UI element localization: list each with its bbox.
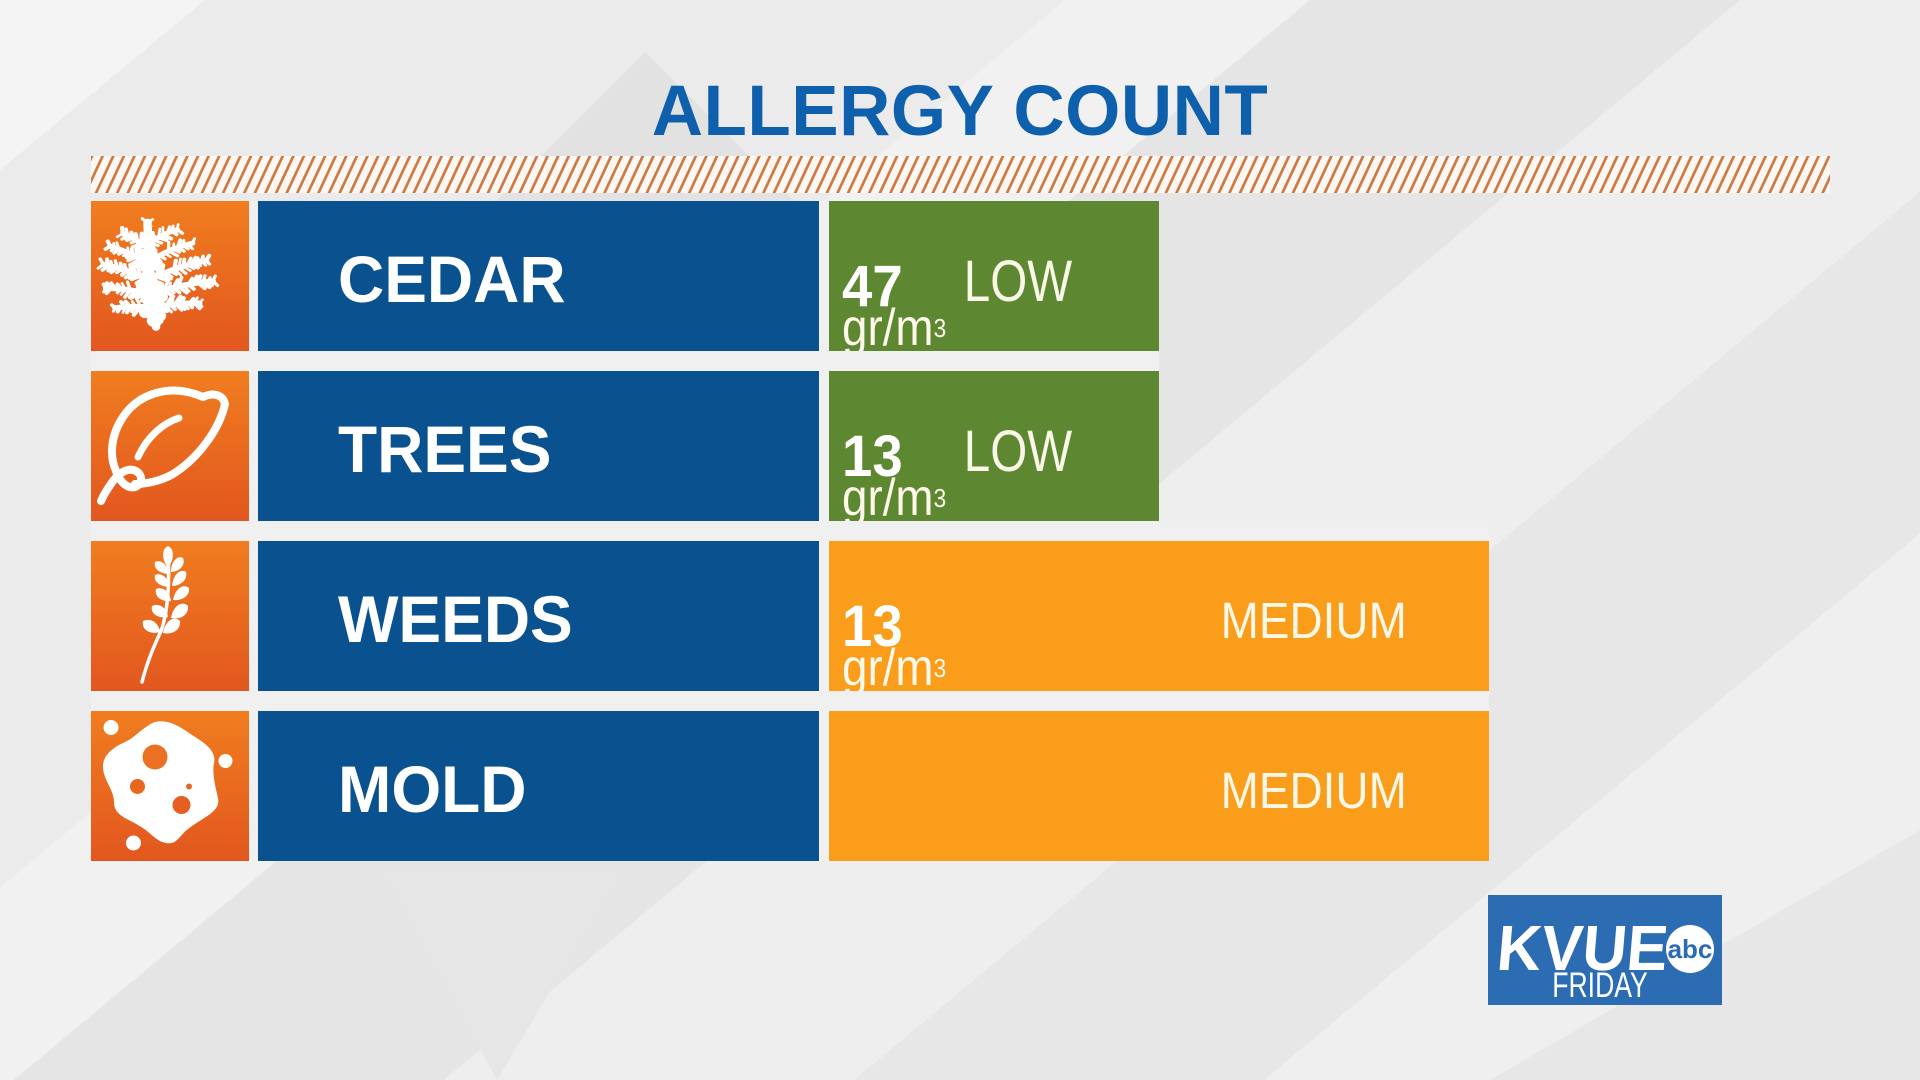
svg-text:abc: abc [1668,934,1713,964]
